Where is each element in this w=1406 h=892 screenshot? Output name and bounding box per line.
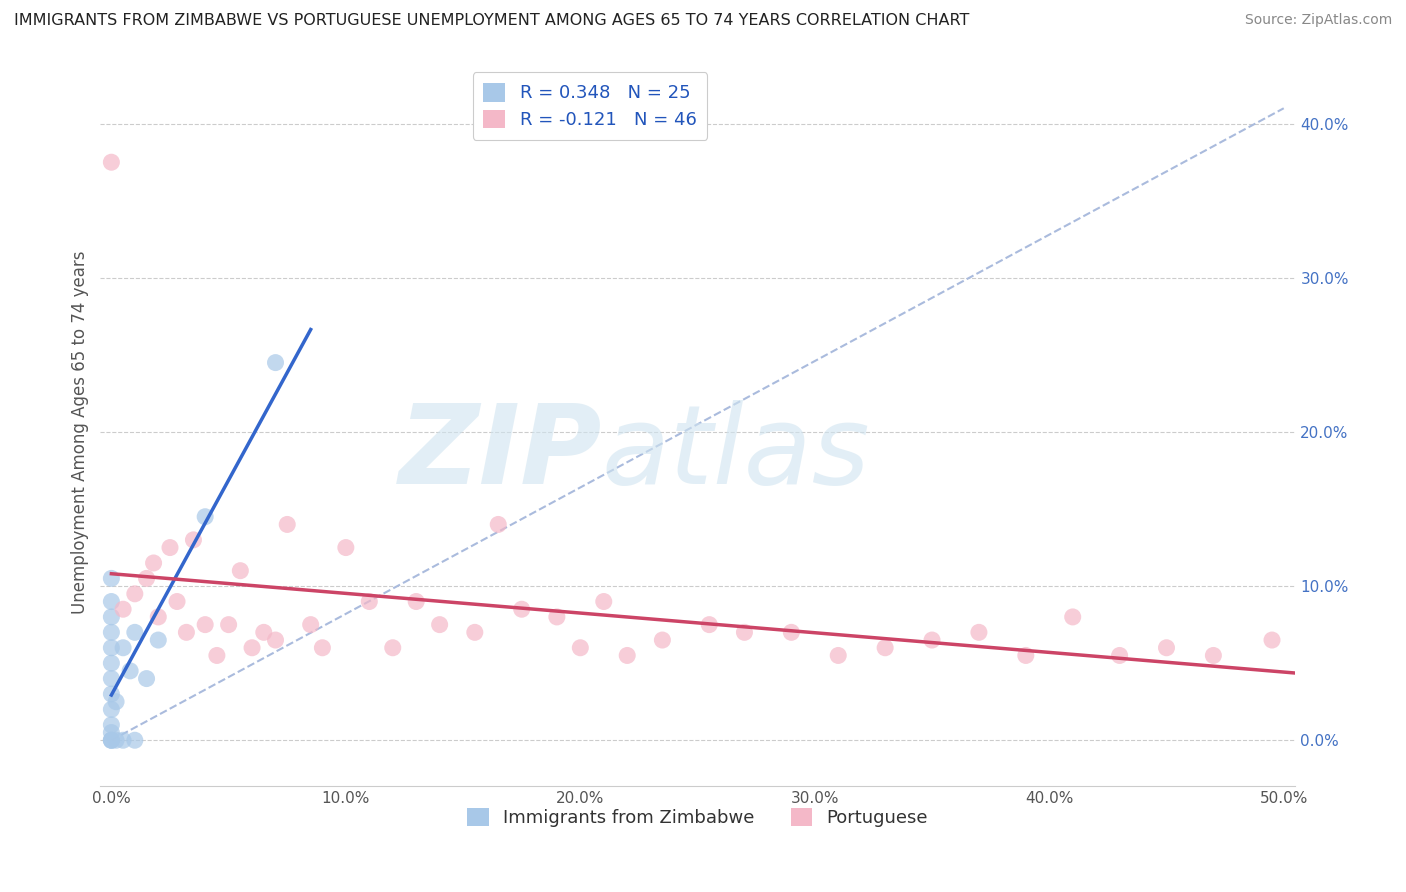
Point (299, 617, 322, 632)
Point (100, 702, 122, 716)
Point (264, 633, 287, 648)
Text: atlas: atlas (602, 400, 870, 507)
Point (100, 571, 122, 585)
Point (105, 695, 128, 709)
Point (100, 733, 122, 747)
Point (112, 640, 135, 655)
Point (569, 640, 592, 655)
Point (486, 517, 509, 532)
Point (100, 733, 122, 747)
Point (875, 640, 897, 655)
Point (112, 602, 135, 616)
Point (1156, 640, 1178, 655)
Point (148, 633, 170, 648)
Point (100, 687, 122, 701)
Point (194, 509, 217, 524)
Point (240, 640, 263, 655)
Point (166, 594, 188, 608)
Point (159, 541, 181, 555)
Point (100, 625, 122, 640)
Point (264, 355, 287, 369)
Point (120, 664, 142, 678)
Point (733, 625, 755, 640)
Point (183, 533, 205, 547)
Point (100, 155, 122, 169)
Point (335, 541, 357, 555)
Point (218, 617, 240, 632)
Point (148, 610, 170, 624)
Point (205, 648, 228, 663)
Point (100, 610, 122, 624)
Point (967, 625, 990, 640)
Point (827, 648, 849, 663)
Point (100, 733, 122, 747)
Legend: Immigrants from Zimbabwe, Portuguese: Immigrants from Zimbabwe, Portuguese (460, 800, 935, 834)
Point (464, 625, 486, 640)
Point (546, 610, 568, 624)
Point (142, 556, 165, 570)
Point (921, 633, 943, 648)
Point (1261, 633, 1284, 648)
Point (100, 656, 122, 670)
Point (1015, 648, 1038, 663)
Point (100, 672, 122, 686)
Point (359, 594, 381, 608)
Point (381, 640, 404, 655)
Text: Source: ZipAtlas.com: Source: ZipAtlas.com (1244, 13, 1392, 28)
Point (229, 564, 252, 578)
Point (311, 640, 333, 655)
Point (112, 733, 135, 747)
Point (100, 718, 122, 732)
Point (135, 672, 157, 686)
Point (697, 617, 720, 632)
Point (429, 617, 451, 632)
Text: ZIP: ZIP (398, 400, 602, 507)
Point (176, 625, 198, 640)
Point (253, 625, 276, 640)
Point (100, 594, 122, 608)
Point (105, 733, 128, 747)
Point (1202, 648, 1225, 663)
Y-axis label: Unemployment Among Ages 65 to 74 years: Unemployment Among Ages 65 to 74 years (72, 251, 89, 614)
Point (194, 617, 217, 632)
Point (124, 733, 146, 747)
Point (1108, 648, 1130, 663)
Point (780, 625, 803, 640)
Point (1062, 610, 1084, 624)
Text: IMMIGRANTS FROM ZIMBABWE VS PORTUGUESE UNEMPLOYMENT AMONG AGES 65 TO 74 YEARS CO: IMMIGRANTS FROM ZIMBABWE VS PORTUGUESE U… (14, 13, 969, 29)
Point (592, 594, 614, 608)
Point (100, 725, 122, 739)
Point (276, 517, 298, 532)
Point (616, 648, 638, 663)
Point (124, 587, 146, 601)
Point (135, 571, 157, 585)
Point (124, 625, 146, 640)
Point (651, 633, 673, 648)
Point (510, 602, 533, 616)
Point (405, 594, 427, 608)
Point (100, 640, 122, 655)
